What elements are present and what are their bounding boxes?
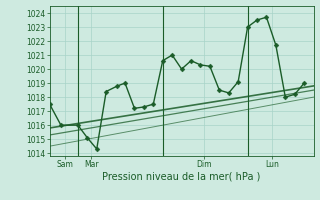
X-axis label: Pression niveau de la mer( hPa ): Pression niveau de la mer( hPa ) <box>102 172 261 182</box>
